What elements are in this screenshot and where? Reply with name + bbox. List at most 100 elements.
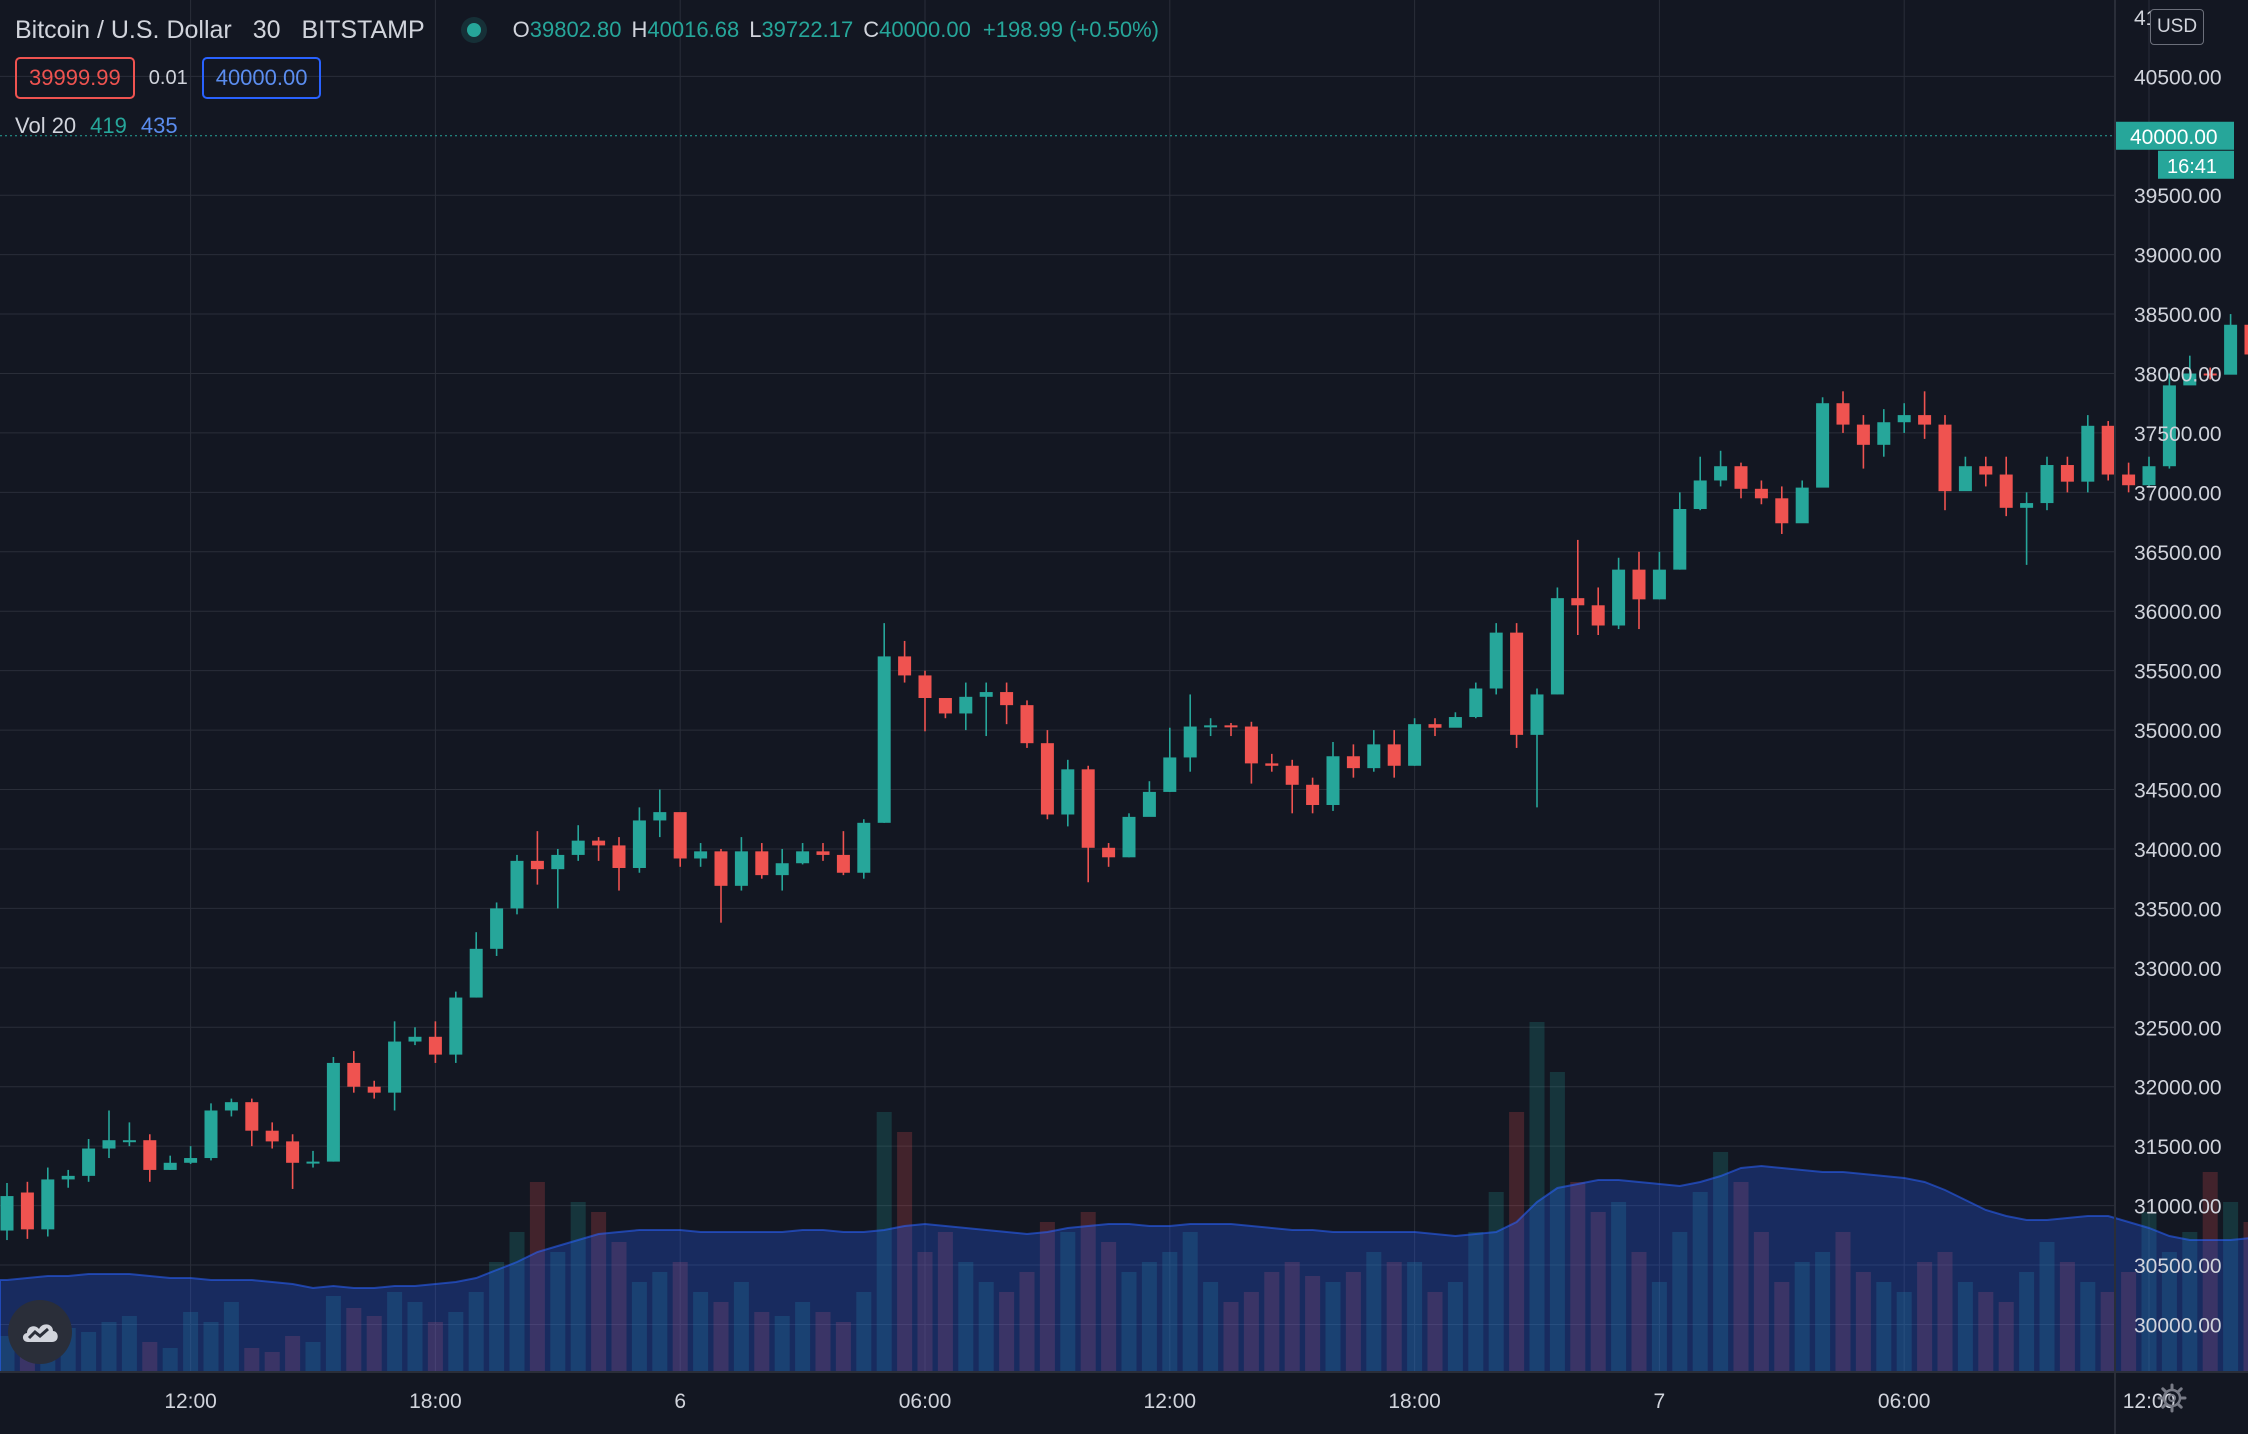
candle-body	[1265, 763, 1279, 766]
low-value: 39722.17	[761, 17, 854, 42]
candles	[0, 314, 2248, 1241]
candle	[1918, 391, 1932, 439]
volume-bar	[1468, 1232, 1484, 1372]
price-axis[interactable]: 30000.00 30500.00 31000.00 31500.00 32000.00…	[2114, 0, 2222, 1434]
time-axis[interactable]: 12:0018:00606:0012:0018:00706:0012:0018:…	[0, 1371, 2248, 1413]
volume-bar	[550, 1252, 566, 1372]
price-tick-label: 31500.00	[2134, 1136, 2222, 1159]
volume-bar	[713, 1302, 729, 1372]
candle-body	[1530, 694, 1544, 735]
bid-ask-panel: 39999.99 0.01 40000.00	[15, 57, 322, 99]
symbol-exchange: BITSTAMP	[301, 15, 425, 44]
candle-body	[286, 1141, 300, 1163]
candle	[82, 1139, 96, 1182]
candle-body	[1816, 403, 1830, 488]
volume-bar	[2141, 1212, 2157, 1372]
candle	[1408, 718, 1422, 766]
price-tick-label: 31000.00	[2134, 1196, 2222, 1219]
volume-bar	[1672, 1232, 1688, 1372]
candle-body	[1754, 488, 1768, 499]
candle	[1958, 456, 1972, 492]
volume-value: 419	[90, 113, 127, 138]
volume-bar	[1590, 1212, 1606, 1372]
candle-body	[1387, 744, 1401, 766]
volume-legend[interactable]: Vol 20 419 435	[15, 113, 178, 139]
countdown-label: 16:41	[2167, 156, 2217, 178]
candle-body	[551, 854, 565, 870]
volume-bar	[978, 1282, 994, 1372]
candle	[1387, 730, 1401, 778]
volume-bar	[2100, 1292, 2116, 1372]
market-status-icon[interactable]	[466, 23, 481, 37]
gear-icon[interactable]	[2157, 1383, 2187, 1413]
candle-body	[673, 812, 687, 859]
volume-bar	[856, 1292, 872, 1372]
candle-body	[938, 698, 952, 714]
candle	[653, 789, 667, 838]
candle-body	[1836, 403, 1850, 425]
symbol-name: Bitcoin / U.S. Dollar	[15, 15, 232, 44]
candle-body	[816, 851, 830, 855]
current-price-label-bg	[2116, 121, 2234, 150]
candle-body	[1448, 717, 1462, 728]
candle-body	[367, 1086, 381, 1093]
volume-bar	[1692, 1192, 1708, 1372]
candle-body	[2142, 466, 2156, 486]
volume-bar	[1366, 1252, 1382, 1372]
candle	[551, 848, 565, 909]
candle-body	[1142, 791, 1156, 817]
candle	[20, 1181, 34, 1239]
candle	[694, 843, 708, 867]
tradingview-cloud-icon[interactable]	[8, 1300, 72, 1364]
time-tick-label: 12:00	[1144, 1390, 1197, 1413]
candle-body	[877, 656, 891, 823]
candle	[1693, 456, 1707, 511]
candle	[1081, 765, 1095, 883]
volume-bar	[366, 1316, 382, 1372]
candle	[1632, 551, 1646, 630]
sell-button[interactable]: 39999.99	[15, 57, 135, 99]
candle-body	[265, 1130, 279, 1142]
candle-body	[490, 908, 504, 949]
candle	[1612, 557, 1626, 630]
candle	[388, 1021, 402, 1111]
candle	[1591, 587, 1605, 636]
currency-button[interactable]: USD	[2150, 9, 2204, 45]
candle-body	[1999, 474, 2013, 508]
volume-bar	[1529, 1022, 1545, 1372]
price-tick-label: 36000.00	[2134, 601, 2222, 624]
candle	[796, 843, 810, 865]
volume-bar	[815, 1312, 831, 1372]
candle-body	[326, 1062, 340, 1162]
candle	[612, 837, 626, 891]
price-tick-label: 30500.00	[2134, 1255, 2222, 1278]
price-tick-label: 30000.00	[2134, 1314, 2222, 1337]
volume-bar	[285, 1336, 301, 1372]
close-label: C	[863, 17, 880, 42]
volume-bar	[387, 1292, 403, 1372]
volume-bar	[529, 1182, 545, 1372]
candle-body	[2020, 503, 2034, 508]
symbol-title[interactable]: Bitcoin / U.S. Dollar 30 BITSTAMP	[15, 16, 439, 45]
candle	[857, 819, 871, 879]
volume-bar	[2039, 1242, 2055, 1372]
candle	[979, 682, 993, 737]
volume-bar	[1223, 1302, 1239, 1372]
candle	[1734, 462, 1748, 499]
candle	[1204, 718, 1218, 737]
candle	[347, 1051, 361, 1093]
candle-body	[1632, 569, 1646, 600]
volume-bar	[1917, 1262, 1933, 1372]
time-tick-label: 18:00	[409, 1390, 462, 1413]
candle-body	[1469, 688, 1483, 718]
buy-button[interactable]: 40000.00	[201, 57, 322, 99]
candle	[1938, 415, 1952, 511]
volume-bar	[468, 1292, 484, 1372]
current-price-line: 40000.00 16:41	[0, 121, 2234, 179]
candle	[2060, 456, 2074, 493]
volume-bar	[1998, 1302, 2014, 1372]
price-tick-label: 37500.00	[2134, 423, 2222, 446]
volume-bar	[1039, 1222, 1055, 1372]
candle	[1244, 721, 1258, 784]
